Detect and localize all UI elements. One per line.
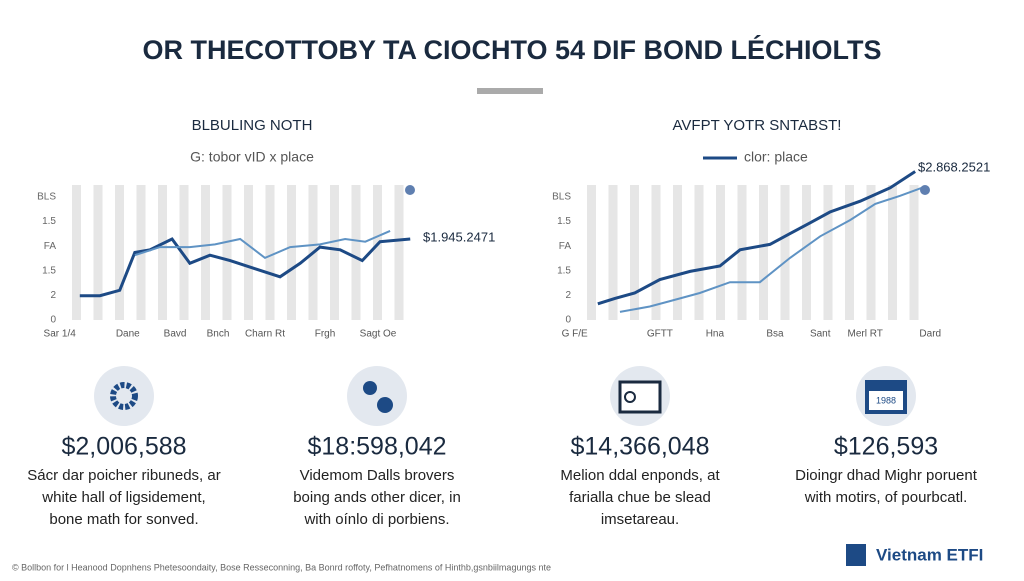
x-tick-label: Bsa bbox=[766, 329, 784, 340]
y-axis-label: FA bbox=[559, 241, 572, 252]
x-tick-label: Frgh bbox=[315, 329, 336, 340]
bg-stripe bbox=[845, 185, 854, 320]
icon-label: 1988 bbox=[876, 395, 896, 405]
bg-stripe bbox=[780, 185, 790, 320]
y-axis-label: 1.5 bbox=[42, 216, 56, 227]
x-tick-label: Sant bbox=[810, 329, 831, 340]
stat-desc: Sácr dar poicher ribuneds, ar bbox=[27, 467, 220, 484]
stat-value: $126,593 bbox=[834, 433, 938, 461]
bg-stripe bbox=[802, 185, 811, 320]
x-tick-label: GFTT bbox=[647, 329, 673, 340]
bg-stripe bbox=[179, 185, 189, 320]
bg-stripe bbox=[93, 185, 103, 320]
money-icon bbox=[624, 391, 636, 403]
y-axis-label: BLS bbox=[552, 192, 571, 203]
end-dot bbox=[405, 185, 415, 195]
stat-desc: with oínlo di porbiens. bbox=[303, 511, 449, 528]
chart-subtitle: G: tobor vID x place bbox=[190, 149, 314, 165]
series-line bbox=[79, 237, 411, 298]
gear-icon bbox=[110, 382, 138, 410]
legend-label: clor: place bbox=[744, 149, 808, 165]
x-tick-label: Dard bbox=[919, 329, 941, 340]
x-tick-label: G F/E bbox=[562, 329, 588, 340]
icon-bg bbox=[347, 366, 407, 426]
y-axis-label: BLS bbox=[37, 192, 56, 203]
stat-desc: Melion ddal enponds, at bbox=[560, 467, 720, 484]
stat-desc: Dioingr dhad Mighr poruent bbox=[795, 467, 978, 484]
bg-stripe bbox=[287, 185, 296, 320]
annotation: $2.868.2521 bbox=[918, 159, 990, 174]
brand: Vietnam ETFI bbox=[876, 545, 983, 564]
bg-stripe bbox=[673, 185, 682, 320]
icon-bg bbox=[94, 366, 154, 426]
y-axis-label: FA bbox=[44, 241, 57, 252]
bg-stripe bbox=[651, 185, 661, 320]
y-axis-label: 0 bbox=[565, 315, 571, 326]
x-tick-label: Bnch bbox=[207, 329, 230, 340]
divider bbox=[477, 88, 543, 94]
bg-stripe bbox=[351, 185, 361, 320]
bg-stripe bbox=[759, 185, 768, 320]
bg-stripe bbox=[716, 185, 725, 320]
bg-stripe bbox=[909, 185, 919, 320]
stat-desc: with motirs, of pourbcatl. bbox=[804, 489, 968, 506]
bg-stripe bbox=[158, 185, 167, 320]
stat-desc: bone math for sonved. bbox=[49, 511, 198, 528]
stat-desc: farialla chue be slead bbox=[569, 489, 711, 506]
bg-stripe bbox=[888, 185, 897, 320]
bg-stripe bbox=[222, 185, 232, 320]
stat-value: $18:598,042 bbox=[307, 433, 446, 461]
bg-stripe bbox=[823, 185, 833, 320]
y-axis-label: 2 bbox=[565, 290, 571, 301]
bg-stripe bbox=[737, 185, 747, 320]
x-tick-label: Merl RT bbox=[847, 329, 882, 340]
y-axis-label: 0 bbox=[50, 315, 56, 326]
page-title: OR THECOTTOBY TA CIOCHTO 54 DIF BOND LÉC… bbox=[142, 34, 881, 65]
bg-stripe bbox=[630, 185, 639, 320]
bg-stripe bbox=[866, 185, 876, 320]
bg-stripe bbox=[244, 185, 253, 320]
bg-stripe bbox=[608, 185, 618, 320]
chart-title: BLBULING NOTH bbox=[192, 117, 313, 134]
y-axis-label: 1.5 bbox=[557, 265, 571, 276]
x-tick-label: Bavd bbox=[164, 329, 187, 340]
bg-stripe bbox=[72, 185, 81, 320]
y-axis-label: 2 bbox=[50, 290, 56, 301]
bg-stripe bbox=[115, 185, 124, 320]
bg-stripe bbox=[587, 185, 596, 320]
people-icon bbox=[377, 397, 393, 413]
bg-stripe bbox=[265, 185, 275, 320]
bg-stripe bbox=[330, 185, 339, 320]
footer: © Bollbon for l Heanood Dopnhens Pheteso… bbox=[12, 562, 551, 572]
people-icon bbox=[363, 381, 377, 395]
bg-stripe bbox=[394, 185, 404, 320]
y-axis-label: 1.5 bbox=[557, 216, 571, 227]
series-line bbox=[597, 170, 916, 306]
y-axis-label: 1.5 bbox=[42, 265, 56, 276]
annotation: $1.945.2471 bbox=[423, 229, 495, 244]
x-tick-label: Charn Rt bbox=[245, 329, 285, 340]
bg-stripe bbox=[201, 185, 210, 320]
stat-value: $14,366,048 bbox=[570, 433, 709, 461]
stat-desc: Videmom Dalls brovers bbox=[300, 467, 455, 484]
calendar-icon bbox=[869, 391, 903, 410]
series-line bbox=[619, 186, 923, 313]
money-icon bbox=[618, 380, 662, 414]
stat-desc: imsetareau. bbox=[601, 511, 679, 528]
x-tick-label: Sagt Oe bbox=[360, 329, 397, 340]
bg-stripe bbox=[373, 185, 382, 320]
chart-title: AVFPT YOTR SNTABST! bbox=[673, 117, 842, 134]
stat-value: $2,006,588 bbox=[61, 433, 186, 461]
stat-desc: boing ands other dicer, in bbox=[293, 489, 461, 506]
brand-logo bbox=[846, 544, 866, 566]
stat-desc: white hall of ligsidement, bbox=[41, 489, 205, 506]
end-dot bbox=[920, 185, 930, 195]
x-tick-label: Dane bbox=[116, 329, 140, 340]
bg-stripe bbox=[694, 185, 704, 320]
series-line bbox=[134, 229, 391, 260]
x-tick-label: Hna bbox=[706, 329, 725, 340]
x-tick-label: Sar 1/4 bbox=[44, 329, 77, 340]
